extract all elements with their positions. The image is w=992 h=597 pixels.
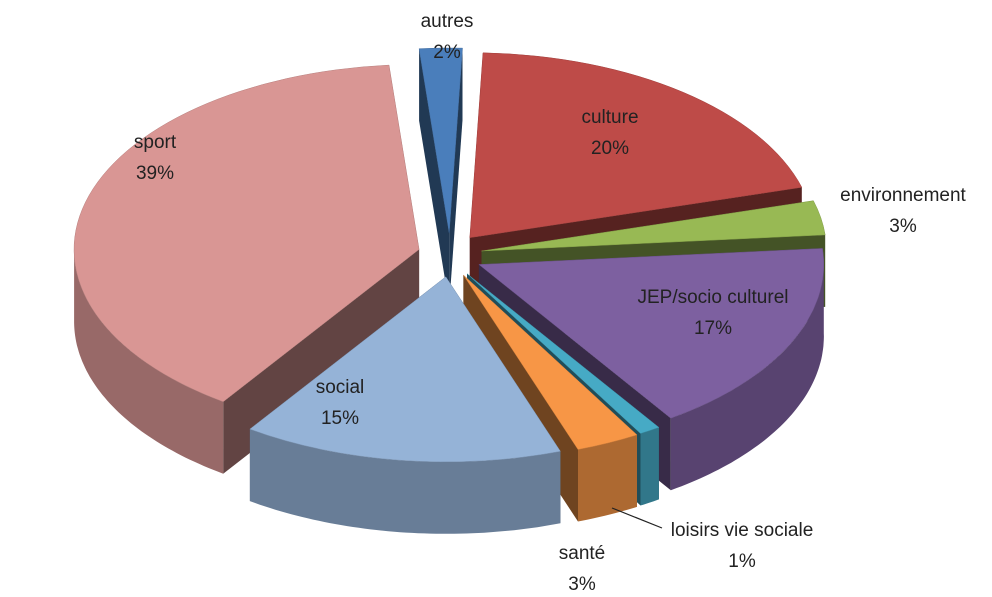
slice-label: sport: [134, 132, 177, 153]
slice-wall: [249, 429, 561, 534]
slice-value-label: 15%: [321, 408, 359, 429]
slice-label: autres: [421, 11, 474, 32]
slice-value-label: 39%: [136, 163, 174, 184]
slice-label: loisirs vie sociale: [671, 520, 814, 541]
slice-wall: [670, 261, 824, 491]
slice-value-label: 17%: [694, 318, 732, 339]
slice-label: JEP/socio culturel: [637, 287, 788, 308]
slice: [73, 64, 420, 402]
slice: [481, 200, 826, 252]
slice-value-label: 1%: [728, 551, 756, 572]
slice: [418, 47, 463, 234]
slice-wall: [74, 247, 224, 474]
slice-label: social: [316, 377, 365, 398]
slice-value-label: 2%: [433, 42, 461, 63]
slice-label: culture: [581, 107, 638, 128]
slice-label: environnement: [840, 185, 966, 206]
slice-label: santé: [559, 543, 605, 564]
slice: [466, 273, 660, 434]
slice: [463, 274, 638, 450]
slice: [478, 248, 825, 419]
slice-value-label: 3%: [889, 216, 917, 237]
slice-side: [449, 48, 463, 305]
slice: [249, 276, 561, 463]
slice-wall: [640, 427, 659, 506]
slice-value-label: 20%: [591, 138, 629, 159]
slice-wall: [578, 434, 637, 522]
slice: [469, 52, 803, 238]
slice-side: [419, 48, 450, 305]
leader-line: [611, 507, 663, 529]
slice-value-label: 3%: [568, 574, 596, 595]
